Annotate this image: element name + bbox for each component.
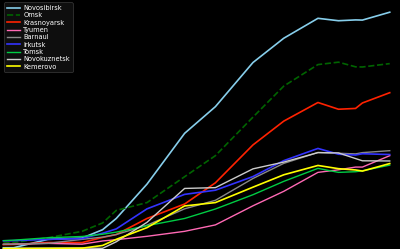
Legend: Novosibirsk, Omsk, Krasnoyarsk, Tyumen, Barnaul, Irkutsk, Tomsk, Novokuznetsk, K: Novosibirsk, Omsk, Krasnoyarsk, Tyumen, … — [4, 2, 73, 72]
